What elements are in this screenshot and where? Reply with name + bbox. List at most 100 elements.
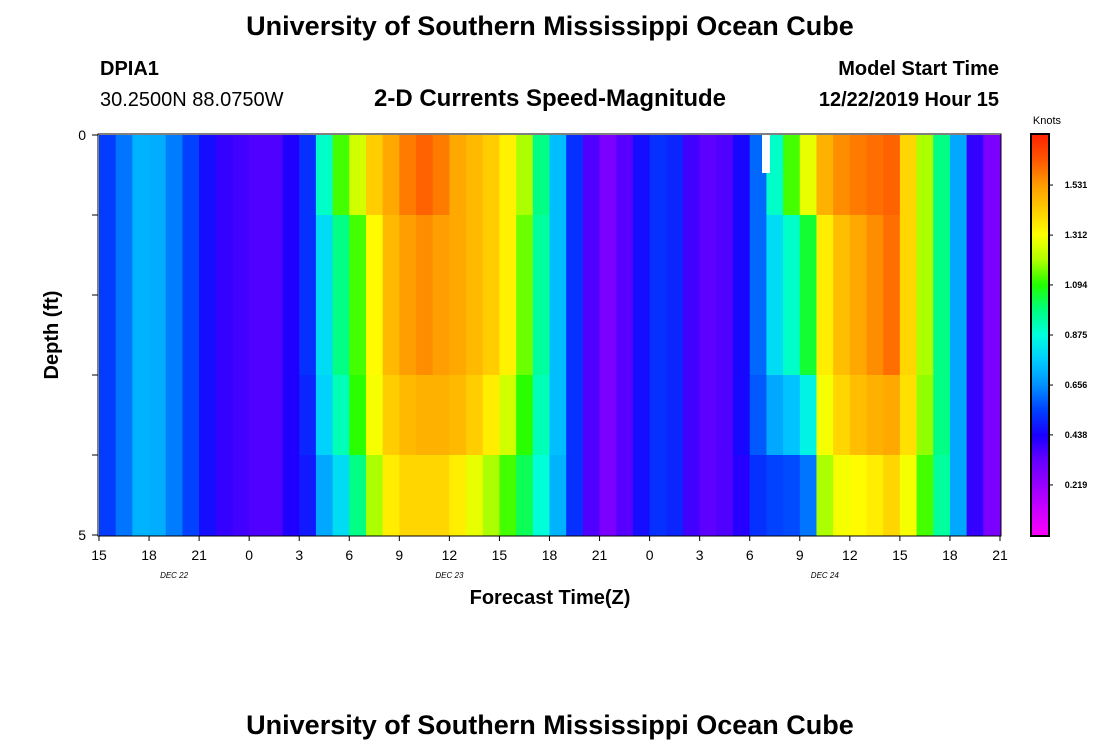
heat-cell xyxy=(416,215,434,296)
heat-cell xyxy=(833,295,851,376)
colorbar-label: 0.656 xyxy=(1065,380,1088,390)
heat-cell xyxy=(432,215,450,296)
heat-cell xyxy=(666,135,684,216)
heat-cell xyxy=(449,215,467,296)
heat-cell xyxy=(532,215,551,296)
heat-cell xyxy=(899,295,918,376)
heat-cell xyxy=(866,455,884,536)
y-axis: 05 xyxy=(78,127,98,543)
heat-cell xyxy=(115,375,133,456)
heat-cell xyxy=(466,215,484,296)
heat-cell xyxy=(866,375,884,456)
heat-cell xyxy=(883,135,901,216)
heat-cell xyxy=(182,455,200,536)
heat-cell xyxy=(249,215,267,296)
heat-cell xyxy=(466,455,484,536)
date-label: DEC 23 xyxy=(435,571,464,580)
heat-cell xyxy=(666,295,684,376)
heat-cell xyxy=(616,295,634,376)
heat-cell xyxy=(265,215,284,296)
heat-cell xyxy=(365,215,384,296)
heat-cell xyxy=(382,295,400,376)
heat-cell xyxy=(165,455,184,536)
heat-cell xyxy=(649,375,667,456)
colorbar-label: 0.219 xyxy=(1065,480,1088,490)
heat-cell xyxy=(99,215,117,296)
heat-cell xyxy=(282,135,300,216)
x-tick-label: 12 xyxy=(442,547,458,563)
heat-cell xyxy=(132,455,150,536)
x-tick-label: 21 xyxy=(191,547,207,563)
heat-cell xyxy=(983,215,1001,296)
station-id: DPIA1 xyxy=(100,58,159,80)
heat-cell xyxy=(833,215,851,296)
x-tick-label: 0 xyxy=(646,547,654,563)
heat-cell xyxy=(165,375,184,456)
heat-cell xyxy=(966,455,984,536)
heat-cell xyxy=(816,215,834,296)
heat-cell xyxy=(249,135,267,216)
heat-cell xyxy=(916,135,934,216)
heat-cell xyxy=(416,295,434,376)
heat-cell xyxy=(365,295,384,376)
heat-cell xyxy=(282,375,300,456)
heat-cell xyxy=(983,135,1001,216)
heat-cell xyxy=(766,455,784,536)
colorbar-label: 1.531 xyxy=(1065,180,1088,190)
x-tick-label: 18 xyxy=(542,547,558,563)
missing-data-gap xyxy=(762,135,770,173)
heat-cell xyxy=(299,135,317,216)
heat-cell xyxy=(132,295,150,376)
heat-cell xyxy=(349,135,367,216)
heat-cell xyxy=(149,135,167,216)
heat-cell xyxy=(816,135,834,216)
heat-cell xyxy=(182,215,200,296)
date-label: DEC 22 xyxy=(160,571,189,580)
heat-cell xyxy=(449,295,467,376)
heat-cell xyxy=(966,135,984,216)
heat-cell xyxy=(232,455,250,536)
heat-cell xyxy=(566,135,584,216)
heat-cell xyxy=(682,455,701,536)
heat-cell xyxy=(582,215,601,296)
heat-cell xyxy=(549,375,567,456)
heat-cell xyxy=(182,375,200,456)
heat-cell xyxy=(682,295,701,376)
model-start-time: 12/22/2019 Hour 15 xyxy=(819,89,999,111)
heat-cell xyxy=(449,375,467,456)
colorbar-label: 0.438 xyxy=(1065,430,1088,440)
heat-cell xyxy=(632,135,651,216)
heat-cell xyxy=(733,455,751,536)
heat-cell xyxy=(666,375,684,456)
heat-cell xyxy=(983,375,1001,456)
heat-cell xyxy=(315,455,334,536)
heat-cell xyxy=(265,455,284,536)
heat-cell xyxy=(899,215,918,296)
x-tick-label: 21 xyxy=(592,547,608,563)
title-bottom: University of Southern Mississippi Ocean… xyxy=(246,710,854,740)
colorbar-label: 0.875 xyxy=(1065,330,1088,340)
heat-cell xyxy=(833,135,851,216)
heat-cell xyxy=(616,135,634,216)
heat-cell xyxy=(199,295,217,376)
heat-cell xyxy=(349,455,367,536)
colorbar-labels: 1.531 1.312 1.094 0.875 0.656 0.438 0.219 xyxy=(1049,180,1087,490)
colorbar-label: 1.312 xyxy=(1065,230,1088,240)
heat-cell xyxy=(849,375,868,456)
heat-cell xyxy=(499,455,517,536)
x-tick-label: 3 xyxy=(696,547,704,563)
heat-cell xyxy=(616,215,634,296)
heat-cell xyxy=(149,295,167,376)
heat-cell xyxy=(649,295,667,376)
heat-cell xyxy=(432,295,450,376)
heat-cell xyxy=(866,295,884,376)
heat-cell xyxy=(482,455,501,536)
heat-cell xyxy=(632,215,651,296)
heat-cell xyxy=(265,295,284,376)
heat-cell xyxy=(816,375,834,456)
heat-cell xyxy=(215,455,234,536)
heat-cell xyxy=(616,455,634,536)
heat-cell xyxy=(382,135,400,216)
heat-cell xyxy=(699,375,717,456)
x-tick-label: 6 xyxy=(345,547,353,563)
